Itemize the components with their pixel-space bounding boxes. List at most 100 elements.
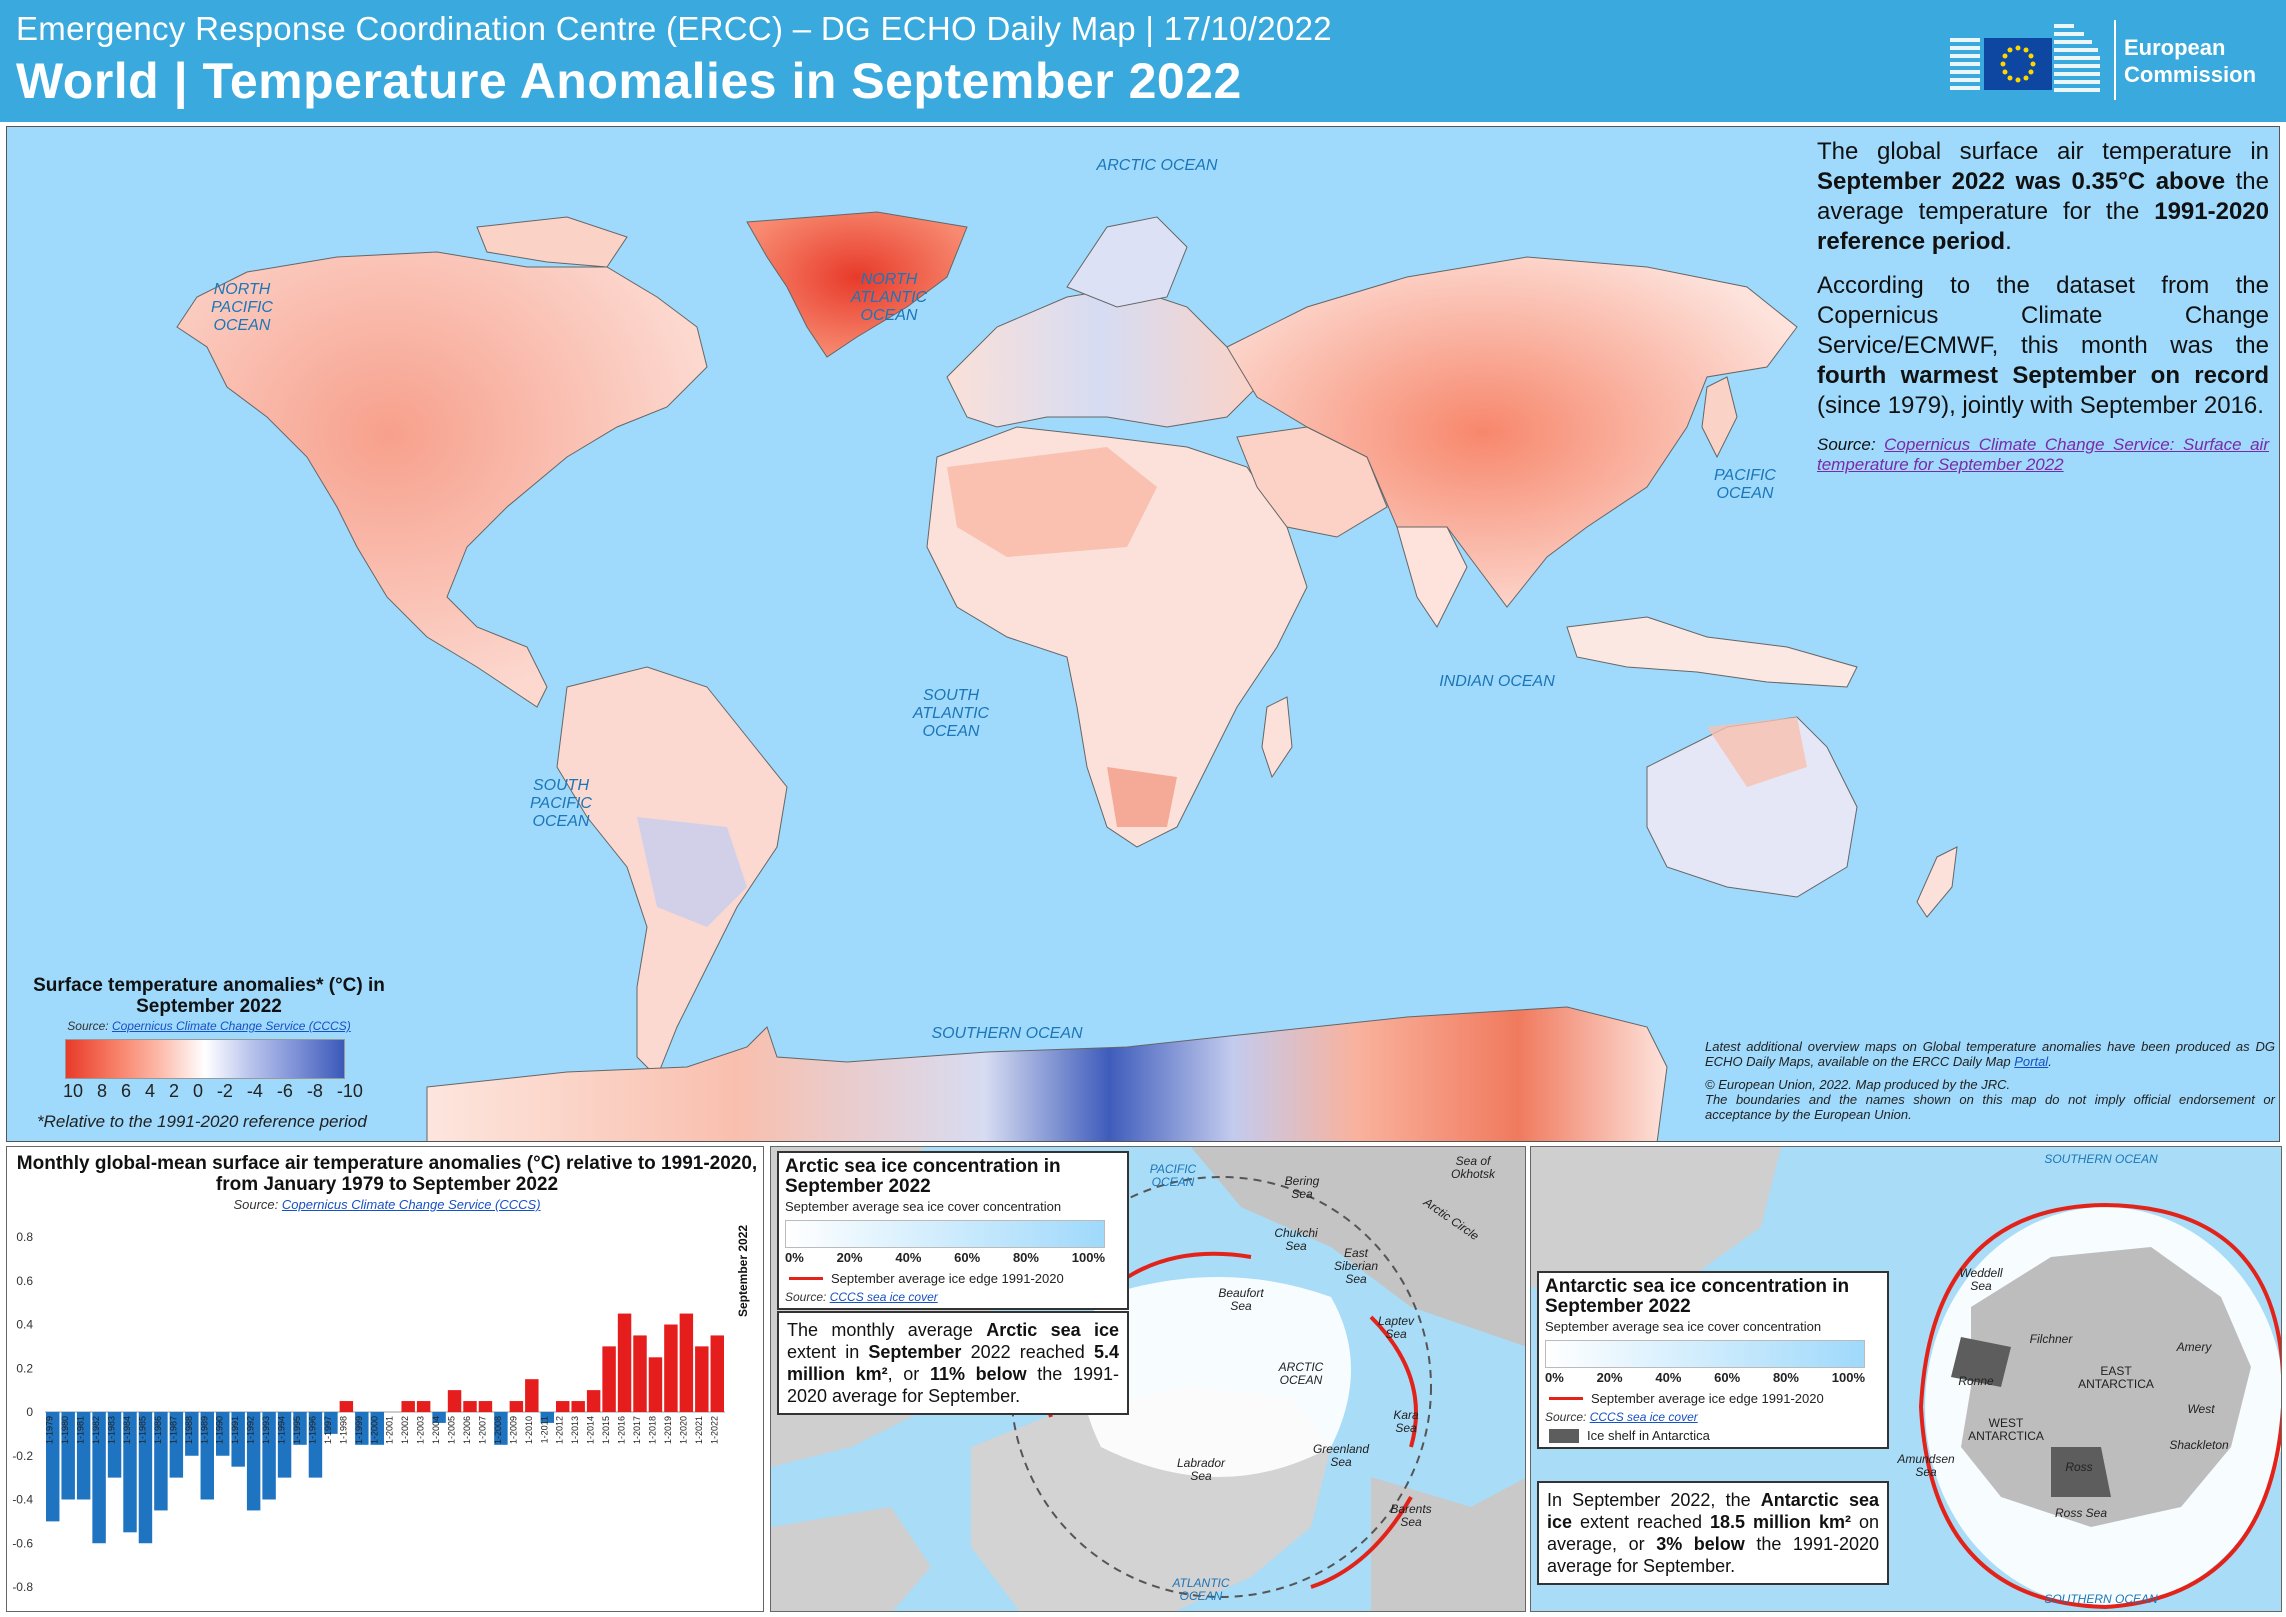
pct-tick: 0% [785, 1250, 804, 1265]
portal-link[interactable]: Portal [2014, 1054, 2049, 1069]
label-indian-ocean: INDIAN OCEAN [1439, 673, 1555, 690]
anomaly-bar [416, 1401, 431, 1412]
label-south-pacific-ocean: SOUTH PACIFIC OCEAN [530, 777, 592, 830]
x-tick-label: 1-1997 [323, 1416, 333, 1444]
x-tick-label: 1-2009 [508, 1416, 518, 1444]
anomaly-bar [664, 1324, 678, 1412]
x-tick-label: 1-1980 [60, 1416, 70, 1444]
x-tick-label: 1-2008 [493, 1416, 503, 1444]
antarctic-label-weddell: Weddell Sea [1959, 1266, 2003, 1293]
logo-text-line1: European [2124, 35, 2226, 60]
y-tick-label: 0.2 [16, 1361, 33, 1375]
anomaly-bar [277, 1412, 292, 1478]
legend-tick: 10 [63, 1081, 84, 1101]
anomaly-bar [324, 1412, 338, 1434]
legend-tick: -8 [306, 1081, 323, 1101]
anomaly-bar [246, 1412, 261, 1511]
y-tick-label: -0.6 [12, 1536, 33, 1550]
x-tick-label: 1-1994 [277, 1416, 287, 1444]
temperature-legend: Surface temperature anomalies* (°C) in S… [19, 975, 399, 1132]
x-tick-label: 1-1991 [230, 1416, 240, 1444]
anomaly-bar [138, 1412, 153, 1544]
antarctic-label-shackleton: Shackleton [2169, 1438, 2229, 1452]
arctic-label-barents: Barents Sea [1390, 1502, 1432, 1529]
arctic-panel: PACIFIC OCEAN Bering Sea Sea of Okhotsk … [770, 1146, 1526, 1612]
pct-tick: 100% [1071, 1250, 1105, 1265]
anomaly-bar [76, 1412, 91, 1500]
x-tick-label: 1-2022 [709, 1416, 719, 1444]
x-tick-label: 1-1981 [76, 1416, 86, 1444]
world-landmasses [176, 211, 1958, 1141]
arctic-label-pacific: PACIFIC OCEAN [1149, 1162, 1197, 1189]
x-tick-label: 1-2004 [431, 1416, 441, 1444]
legend-source-link[interactable]: Copernicus Climate Change Service (CCCS) [111, 1019, 351, 1033]
header-subtitle: Emergency Response Coordination Centre (… [16, 10, 1332, 47]
antarctic-label-east: EAST ANTARCTICA [2078, 1364, 2154, 1391]
legend-color-ramp [65, 1039, 345, 1079]
pct-tick: 0% [1545, 1370, 1564, 1385]
anomaly-bar [61, 1412, 75, 1500]
pct-tick: 80% [1012, 1250, 1039, 1265]
x-tick-label: 1-2006 [462, 1416, 472, 1444]
pct-tick: 60% [954, 1250, 981, 1265]
antarctic-label-amundsen: Amundsen Sea [1897, 1452, 1955, 1479]
legend-tick: 8 [97, 1081, 108, 1101]
antarctic-label-west: WEST ANTARCTICA [1968, 1416, 2044, 1443]
logo-text-line2: Commission [2124, 62, 2257, 87]
anomaly-chart-panel: Monthly global-mean surface air temperat… [6, 1146, 764, 1612]
x-tick-label: 1-1993 [261, 1416, 271, 1444]
arctic-source-link[interactable]: CCCS sea ice cover [829, 1290, 938, 1304]
anomaly-bar [463, 1401, 477, 1412]
arctic-pct-ticks: 0% 20% 40% 60% 80% 100% [785, 1250, 1105, 1265]
x-tick-label: 1-2010 [524, 1416, 534, 1444]
anomaly-bar [339, 1401, 354, 1412]
anomaly-bar [633, 1335, 647, 1412]
legend-title: Surface temperature anomalies* (°C) in S… [33, 975, 385, 1017]
x-tick-label: 1-1982 [91, 1416, 101, 1444]
arctic-legend-title: Arctic sea ice concentration in Septembe… [785, 1156, 1061, 1197]
pct-tick: 40% [895, 1250, 922, 1265]
chart-source-link[interactable]: Copernicus Climate Change Service (CCCS) [281, 1197, 541, 1212]
summary-text: The global surface air temperature in Se… [1817, 138, 2269, 474]
pct-tick: 40% [1655, 1370, 1682, 1385]
label-north-atlantic-ocean: NORTH ATLANTIC OCEAN [850, 271, 928, 324]
anomaly-bar [617, 1313, 632, 1412]
anomaly-bar [556, 1401, 570, 1412]
anomaly-bar [154, 1412, 168, 1511]
anomaly-bar [602, 1346, 616, 1412]
anomaly-bar [107, 1412, 122, 1478]
arctic-label-okhotsk: Sea of Okhotsk [1450, 1154, 1495, 1181]
anomaly-bar [231, 1412, 245, 1467]
y-tick-label: -0.8 [12, 1580, 33, 1594]
x-tick-label: 1-1987 [168, 1416, 178, 1444]
legend-tick: -10 [336, 1081, 363, 1101]
x-tick-label: 1-2013 [570, 1416, 580, 1444]
anomaly-bar [478, 1401, 493, 1412]
antarctic-label-southern-top: SOUTHERN OCEAN [2044, 1152, 2158, 1166]
antarctic-label-filchner: Filchner [2029, 1332, 2073, 1346]
x-tick-label: 1-2018 [647, 1416, 657, 1444]
x-tick-label: 1-2019 [663, 1416, 673, 1444]
source-link[interactable]: Copernicus Climate Change Service: Surfa… [1817, 435, 2269, 474]
anomaly-bar [92, 1412, 106, 1544]
anomaly-bar [586, 1390, 601, 1412]
antarctic-pct-ticks: 0% 20% 40% 60% 80% 100% [1545, 1370, 1865, 1385]
x-tick-label: 1-1985 [137, 1416, 147, 1444]
arctic-label-chukchi: Chukchi Sea [1274, 1226, 1318, 1253]
antarctic-label-ross-shelf: Ross [2065, 1460, 2093, 1474]
label-southern-ocean: SOUTHERN OCEAN [931, 1025, 1083, 1042]
arctic-label-laptev: Laptev Sea [1377, 1314, 1415, 1341]
anomaly-bar [123, 1412, 137, 1533]
antarctic-label-ronne: Ronne [1958, 1374, 1994, 1388]
x-tick-label: 1-2014 [586, 1416, 596, 1444]
antarctic-panel: SOUTHERN OCEAN SOUTHERN OCEAN Weddell Se… [1530, 1146, 2282, 1612]
antarctic-source-link[interactable]: CCCS sea ice cover [1589, 1410, 1698, 1424]
anomaly-bar [679, 1313, 694, 1412]
x-tick-label: 1-2001 [385, 1416, 395, 1444]
september-2022-marker: September 2022 [736, 1225, 750, 1317]
y-tick-label: 0.6 [16, 1274, 33, 1288]
antarctic-ice-ramp [1545, 1340, 1865, 1368]
x-tick-label: 1-1983 [107, 1416, 117, 1444]
arctic-label-beaufort: Beaufort Sea [1218, 1286, 1264, 1313]
anomaly-bar [370, 1412, 384, 1445]
